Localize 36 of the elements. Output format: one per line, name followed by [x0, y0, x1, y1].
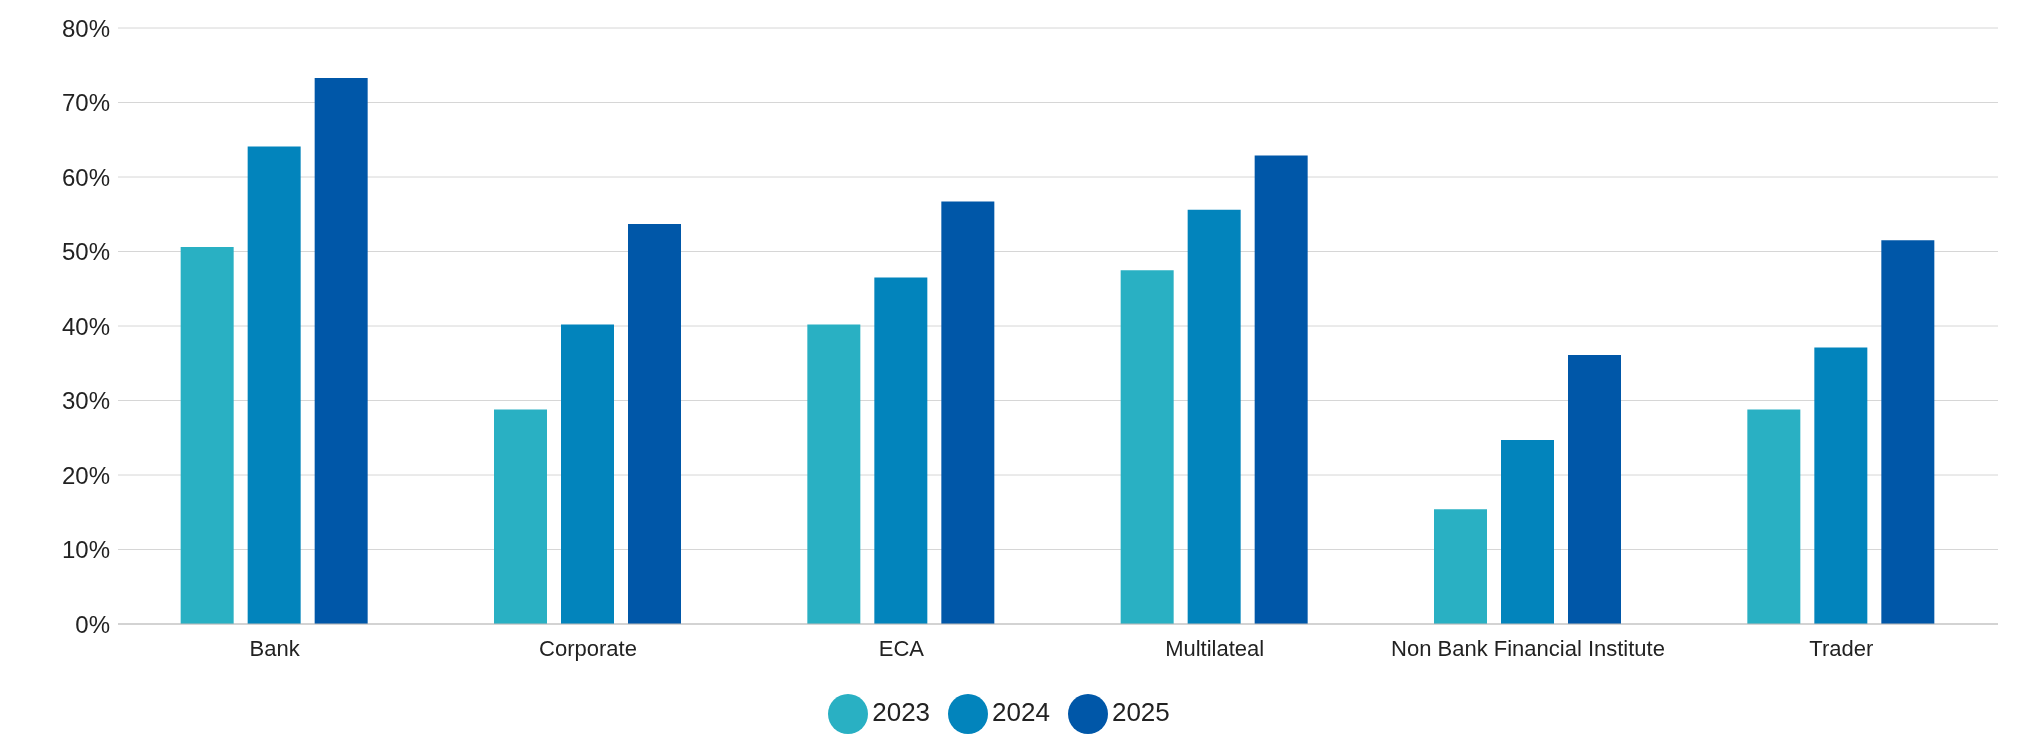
bar	[1881, 240, 1935, 624]
bar	[1254, 155, 1308, 624]
y-tick-label: 50%	[61, 238, 110, 266]
bar	[628, 223, 681, 624]
bar	[807, 324, 861, 624]
y-tick-label: 20%	[61, 461, 110, 489]
y-tick-label: 60%	[61, 163, 110, 191]
x-tick-label: Corporate	[539, 635, 637, 661]
bar	[1187, 209, 1241, 624]
x-tick-label: Multilateal	[1165, 635, 1265, 661]
bar	[247, 146, 301, 624]
legend-label: 2024	[992, 696, 1050, 727]
y-tick-label: 40%	[61, 312, 110, 340]
bar	[1434, 509, 1487, 624]
bar	[1568, 355, 1621, 624]
y-tick-label: 0%	[75, 610, 110, 638]
bar	[941, 201, 995, 624]
bar	[1120, 270, 1174, 624]
y-tick-label: 70%	[61, 89, 110, 117]
bar	[1501, 439, 1554, 624]
x-tick-label: Non Bank Financial Institute	[1391, 635, 1665, 661]
y-tick-label: 30%	[61, 387, 110, 415]
bar	[314, 77, 368, 624]
bar	[1747, 409, 1801, 624]
x-tick-label: Trader	[1809, 635, 1874, 661]
legend-label: 2025	[1111, 696, 1170, 727]
bar	[180, 247, 234, 624]
y-tick-label: 80%	[61, 14, 110, 42]
bar	[561, 324, 614, 624]
x-tick-label: Bank	[249, 635, 301, 661]
bar	[494, 409, 547, 624]
x-tick-label: ECA	[878, 635, 925, 661]
legend-label: 2023	[872, 696, 931, 727]
y-tick-label: 10%	[61, 536, 110, 564]
bar	[1814, 347, 1868, 624]
bar	[874, 277, 928, 624]
